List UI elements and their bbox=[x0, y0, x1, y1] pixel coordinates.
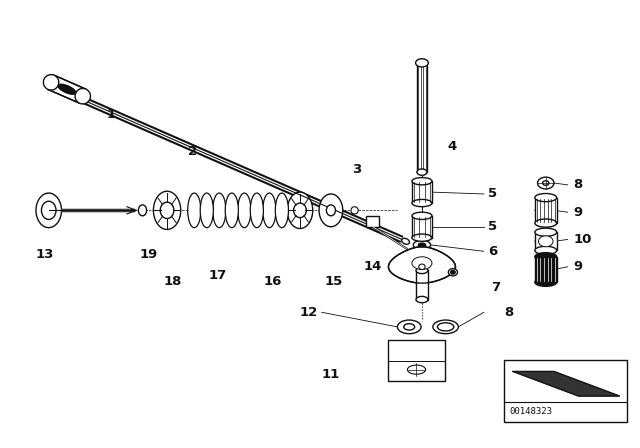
Ellipse shape bbox=[538, 236, 553, 247]
Bar bbox=[416, 271, 428, 300]
Bar bbox=[367, 216, 379, 227]
Text: 15: 15 bbox=[324, 275, 343, 288]
Text: 16: 16 bbox=[264, 275, 282, 288]
Ellipse shape bbox=[538, 177, 554, 189]
Ellipse shape bbox=[412, 199, 432, 207]
Ellipse shape bbox=[75, 88, 90, 104]
Ellipse shape bbox=[449, 269, 458, 276]
Text: 1: 1 bbox=[106, 108, 115, 121]
Text: 8: 8 bbox=[504, 306, 513, 319]
Ellipse shape bbox=[237, 193, 251, 228]
Ellipse shape bbox=[415, 59, 428, 67]
Bar bbox=[417, 65, 427, 172]
Text: 2: 2 bbox=[188, 145, 197, 158]
Ellipse shape bbox=[200, 193, 213, 228]
Ellipse shape bbox=[250, 193, 264, 228]
Ellipse shape bbox=[412, 177, 432, 185]
Ellipse shape bbox=[44, 75, 59, 90]
Ellipse shape bbox=[58, 84, 76, 94]
Text: 6: 6 bbox=[488, 245, 498, 258]
Ellipse shape bbox=[188, 193, 201, 228]
Text: 3: 3 bbox=[352, 163, 361, 176]
Polygon shape bbox=[48, 75, 86, 103]
Ellipse shape bbox=[412, 212, 432, 220]
Ellipse shape bbox=[294, 203, 307, 218]
Ellipse shape bbox=[275, 193, 289, 228]
Ellipse shape bbox=[535, 253, 557, 261]
Ellipse shape bbox=[416, 297, 428, 303]
Bar bbox=[535, 257, 557, 282]
Ellipse shape bbox=[535, 228, 557, 236]
Text: 9: 9 bbox=[573, 260, 582, 273]
Ellipse shape bbox=[397, 320, 421, 334]
Ellipse shape bbox=[160, 202, 174, 219]
Text: 14: 14 bbox=[364, 260, 382, 273]
Ellipse shape bbox=[42, 201, 56, 220]
Ellipse shape bbox=[36, 193, 61, 228]
Text: 00148323: 00148323 bbox=[509, 407, 552, 416]
Ellipse shape bbox=[416, 267, 428, 274]
Text: 10: 10 bbox=[573, 233, 591, 246]
Ellipse shape bbox=[535, 246, 557, 254]
Ellipse shape bbox=[212, 193, 226, 228]
Ellipse shape bbox=[404, 323, 415, 330]
Bar bbox=[412, 181, 432, 203]
Ellipse shape bbox=[535, 219, 557, 227]
Ellipse shape bbox=[225, 193, 238, 228]
Ellipse shape bbox=[535, 278, 557, 286]
Ellipse shape bbox=[287, 192, 313, 228]
Text: 19: 19 bbox=[140, 248, 158, 261]
Ellipse shape bbox=[408, 365, 426, 374]
Ellipse shape bbox=[413, 241, 431, 250]
Text: 4: 4 bbox=[447, 140, 457, 153]
Text: 5: 5 bbox=[488, 187, 497, 200]
Ellipse shape bbox=[351, 207, 358, 214]
Bar bbox=[412, 216, 432, 237]
Ellipse shape bbox=[543, 181, 549, 185]
Ellipse shape bbox=[263, 193, 276, 228]
Ellipse shape bbox=[419, 243, 426, 247]
Bar bbox=[388, 340, 445, 382]
Text: 5: 5 bbox=[488, 220, 497, 233]
Text: 9: 9 bbox=[573, 206, 582, 219]
Ellipse shape bbox=[433, 320, 458, 334]
Ellipse shape bbox=[154, 191, 180, 229]
Text: 12: 12 bbox=[300, 306, 318, 319]
Text: 7: 7 bbox=[491, 281, 500, 294]
Ellipse shape bbox=[326, 205, 335, 216]
Ellipse shape bbox=[138, 205, 147, 216]
Ellipse shape bbox=[535, 194, 557, 202]
Ellipse shape bbox=[402, 238, 410, 244]
Text: 8: 8 bbox=[573, 178, 582, 191]
Polygon shape bbox=[388, 247, 456, 283]
Text: 11: 11 bbox=[322, 368, 340, 381]
Bar bbox=[504, 360, 627, 422]
Bar bbox=[535, 198, 557, 223]
Ellipse shape bbox=[319, 194, 343, 227]
Ellipse shape bbox=[417, 169, 427, 175]
Ellipse shape bbox=[451, 271, 455, 274]
Ellipse shape bbox=[412, 234, 432, 241]
Ellipse shape bbox=[412, 257, 432, 270]
Polygon shape bbox=[513, 371, 620, 396]
Text: 13: 13 bbox=[36, 248, 54, 261]
Text: 18: 18 bbox=[163, 275, 182, 288]
Bar bbox=[535, 232, 557, 250]
Ellipse shape bbox=[437, 323, 454, 331]
Text: 17: 17 bbox=[209, 269, 227, 282]
Ellipse shape bbox=[419, 264, 425, 270]
